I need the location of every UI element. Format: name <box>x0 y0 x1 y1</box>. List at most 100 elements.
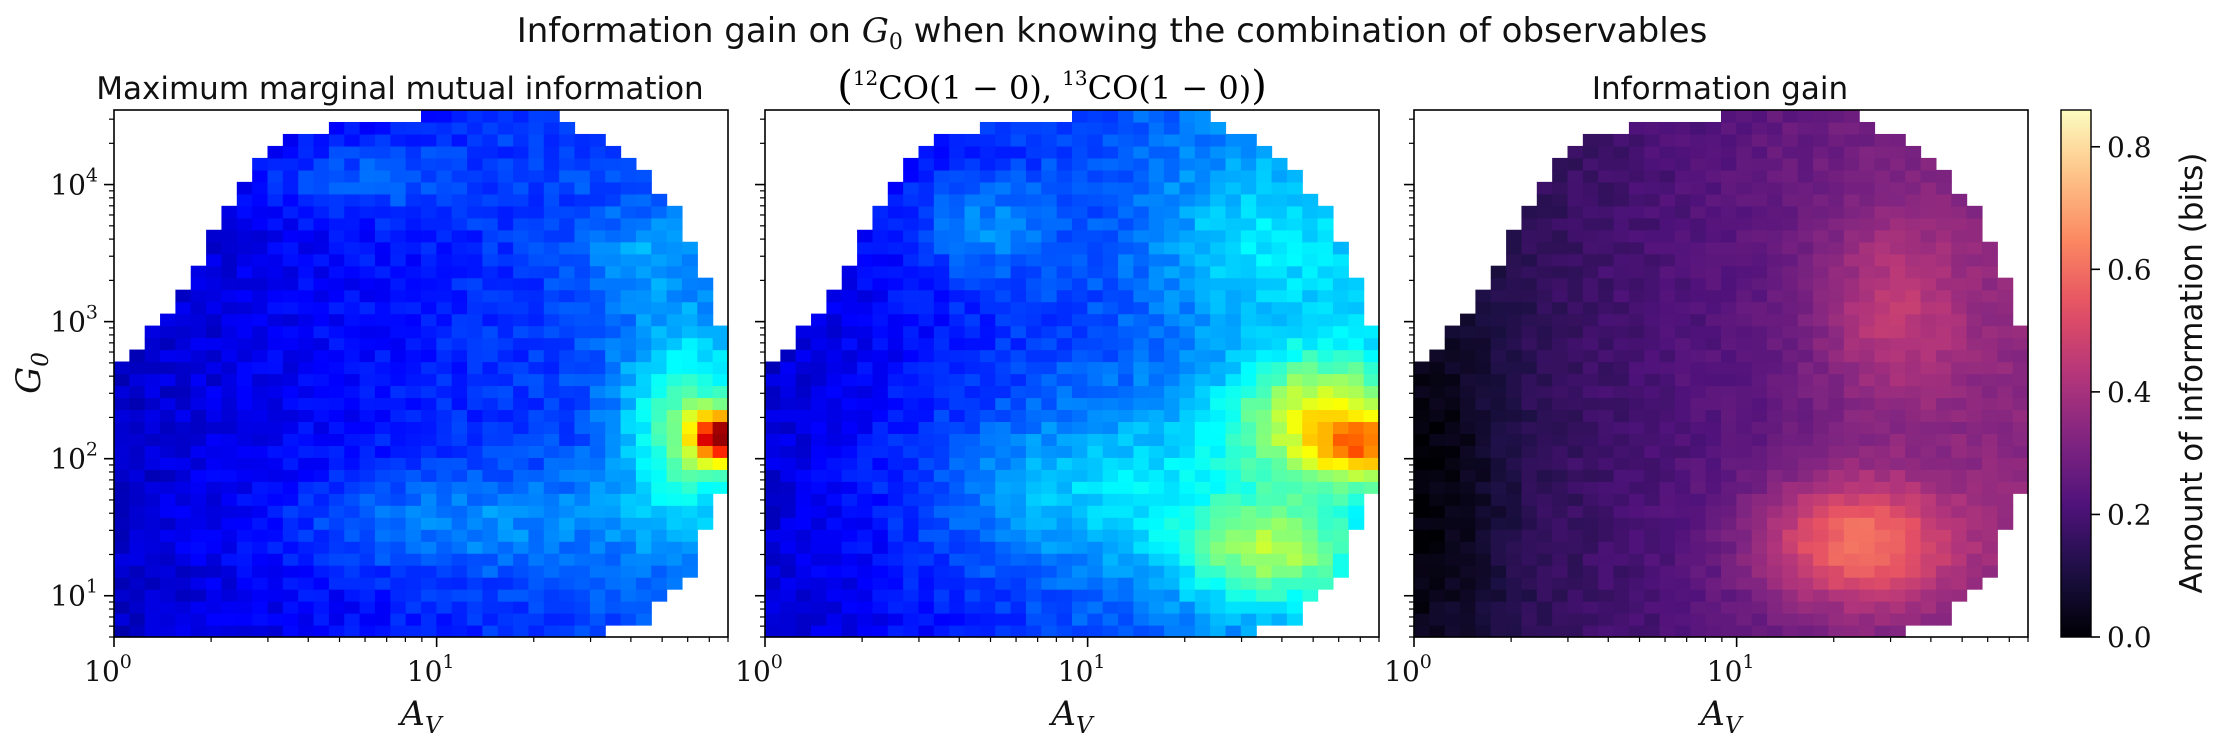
heatmap-cell <box>1010 529 1027 542</box>
heatmap-cell <box>114 469 130 482</box>
heatmap-cell <box>267 217 284 231</box>
heatmap-cell <box>949 541 966 554</box>
heatmap-cell <box>390 193 407 207</box>
heatmap-cell <box>436 181 453 195</box>
heatmap-cell <box>298 613 315 626</box>
heatmap-cell <box>1782 553 1799 566</box>
heatmap-cell <box>1536 613 1553 626</box>
heatmap-cell <box>175 337 192 351</box>
heatmap-cell <box>1072 541 1088 554</box>
heatmap-cell <box>1521 517 1538 530</box>
heatmap-cell <box>635 505 652 518</box>
heatmap-cell <box>1025 313 1042 327</box>
heatmap-cell <box>697 325 714 339</box>
heatmap-cell <box>1813 409 1830 423</box>
heatmap-cell <box>175 325 192 339</box>
heatmap-cell <box>1736 289 1753 303</box>
heatmap-cell <box>328 157 345 171</box>
heatmap-cell <box>497 193 514 207</box>
heatmap-cell <box>451 217 468 231</box>
heatmap-cell <box>903 325 920 339</box>
heatmap-cell <box>1828 277 1845 291</box>
heatmap-cell <box>949 577 966 590</box>
heatmap-cell <box>1444 421 1461 434</box>
heatmap-cell <box>1674 349 1691 363</box>
heatmap-cell <box>160 349 176 363</box>
heatmap-cell <box>497 529 514 542</box>
heatmap-cell <box>1567 481 1584 494</box>
heatmap-cell <box>1179 253 1196 267</box>
heatmap-cell <box>1317 397 1334 411</box>
heatmap-cell <box>979 457 996 470</box>
heatmap-cell <box>1010 277 1027 291</box>
heatmap-cell <box>1935 529 1952 542</box>
heatmap-cell <box>1210 373 1227 387</box>
heatmap-cell <box>1010 265 1027 279</box>
heatmap-cell <box>1690 289 1707 303</box>
heatmap-cell <box>1567 181 1584 195</box>
heatmap-cell <box>1705 577 1722 590</box>
heatmap-cell <box>1889 517 1906 530</box>
heatmap-cell <box>589 397 606 411</box>
heatmap-cell <box>1210 385 1227 399</box>
heatmap-cell <box>1490 469 1507 482</box>
heatmap-cell <box>1951 193 1968 207</box>
heatmap-cell <box>681 301 698 315</box>
heatmap-cell <box>1659 313 1676 327</box>
heatmap-cell <box>436 121 453 135</box>
heatmap-cell <box>1302 445 1319 458</box>
heatmap-cell <box>482 217 499 231</box>
heatmap-cell <box>160 397 176 411</box>
heatmap-cell <box>1644 433 1661 446</box>
heatmap-cell <box>1118 397 1134 411</box>
heatmap-cell <box>697 481 714 494</box>
heatmap-cell <box>1859 313 1876 327</box>
heatmap-cell <box>1797 457 1814 470</box>
heatmap-cell <box>1951 301 1968 315</box>
heatmap-cell <box>1072 613 1088 626</box>
heatmap-cell <box>236 349 253 363</box>
heatmap-cell <box>282 577 299 590</box>
heatmap-cell <box>374 385 391 399</box>
heatmap-cell <box>482 110 499 123</box>
heatmap-cell <box>467 529 483 542</box>
heatmap-cell <box>765 373 781 387</box>
heatmap-cell <box>1813 289 1830 303</box>
heatmap-cell <box>1164 625 1181 638</box>
heatmap-cell <box>236 289 253 303</box>
heatmap-cell <box>918 301 935 315</box>
heatmap-cell <box>795 385 812 399</box>
heatmap-cell <box>1363 337 1380 351</box>
heatmap-cell <box>1782 421 1799 434</box>
heatmap-cell <box>1935 373 1952 387</box>
heatmap-cell <box>1302 349 1319 363</box>
heatmap-cell <box>1087 325 1104 339</box>
heatmap-cell <box>1256 229 1273 243</box>
heatmap-cell <box>1905 589 1922 602</box>
heatmap-cell <box>857 589 874 602</box>
heatmap-cell <box>1613 409 1630 423</box>
heatmap-cell <box>160 433 176 446</box>
heatmap-cell <box>328 145 345 159</box>
heatmap-cell <box>1506 505 1523 518</box>
heatmap-cell <box>1997 313 2014 327</box>
heatmap-cell <box>405 457 422 470</box>
heatmap-cell <box>1705 421 1722 434</box>
heatmap-cell <box>1164 157 1181 171</box>
heatmap-cell <box>559 193 576 207</box>
heatmap-cell <box>1736 229 1753 243</box>
heatmap-cell <box>1041 445 1058 458</box>
heatmap-cell <box>1286 541 1303 554</box>
heatmap-cell <box>1813 253 1830 267</box>
heatmap-cell <box>1164 601 1181 614</box>
heatmap-cell <box>1148 121 1165 135</box>
heatmap-cell <box>405 289 422 303</box>
heatmap-cell <box>1072 325 1088 339</box>
heatmap-cell <box>1613 169 1630 183</box>
heatmap-cell <box>1598 133 1615 147</box>
colorbar-frame <box>2060 109 2092 638</box>
heatmap-cell <box>1194 409 1211 423</box>
heatmap-cell <box>298 193 315 207</box>
heatmap-cell <box>1087 289 1104 303</box>
heatmap-cell <box>1133 217 1150 231</box>
